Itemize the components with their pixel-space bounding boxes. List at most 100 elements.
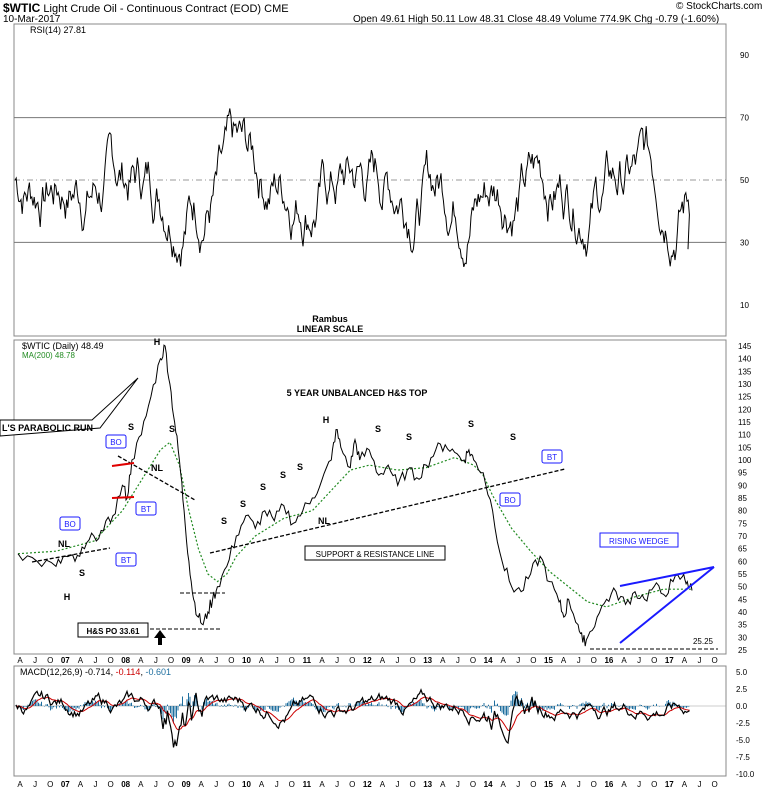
pattern-label: S	[128, 422, 134, 432]
hs-po-box	[77, 622, 149, 638]
price-tick-label: 135	[738, 367, 752, 376]
symbol: $WTIC	[3, 1, 41, 15]
price-tick-label: 40	[738, 608, 747, 617]
x-tick-label: A	[199, 656, 205, 665]
x-tick-label: J	[214, 780, 218, 789]
x-tick-label: J	[456, 780, 460, 789]
x-tick-label: A	[78, 780, 84, 789]
x-tick-label: A	[138, 656, 144, 665]
wedge-lower-line	[619, 566, 715, 644]
pattern-title: 5 YEAR UNBALANCED H&S TOP	[287, 388, 428, 398]
x-tick-label: O	[47, 780, 53, 789]
neckline-label: NL	[318, 516, 330, 526]
x-tick-label: O	[409, 656, 415, 665]
pattern-label: S	[260, 482, 266, 492]
x-tick-label: A	[621, 780, 627, 789]
x-tick-label: O	[530, 656, 536, 665]
x-tick-label: J	[456, 656, 460, 665]
bo-label: BO	[504, 496, 516, 505]
callout-shape	[0, 377, 139, 437]
price-tick-label: 140	[738, 355, 752, 364]
head-label: H	[64, 592, 71, 602]
x-tick-label: 13	[423, 780, 432, 789]
x-tick-label: J	[33, 656, 37, 665]
x-tick-label: A	[138, 780, 144, 789]
ma-legend: MA(200) 48.78	[22, 351, 75, 360]
wedge-upper-line	[619, 566, 715, 587]
red-mark	[111, 462, 135, 467]
neckline-label: NL	[58, 539, 70, 549]
x-tick-label: A	[259, 656, 265, 665]
head-label: H	[323, 415, 330, 425]
x-tick-label: O	[228, 780, 234, 789]
x-tick-label: 10	[242, 656, 251, 665]
x-tick-label: A	[682, 780, 688, 789]
rsi-tick-label: 30	[740, 238, 749, 247]
x-tick-label: A	[440, 780, 446, 789]
x-tick-label: J	[335, 656, 339, 665]
macd-signal-value: -0.114	[116, 667, 141, 677]
x-tick-label: A	[380, 780, 386, 789]
price-series	[17, 344, 693, 647]
x-tick-label: 07	[61, 780, 70, 789]
price-tick-label: 100	[738, 456, 752, 465]
x-tick-label: 16	[604, 780, 613, 789]
x-tick-label: J	[396, 780, 400, 789]
pattern-label: S	[280, 470, 286, 480]
macd-tick-label: -5.0	[736, 736, 750, 745]
x-tick-label: A	[440, 656, 446, 665]
x-tick-label: O	[591, 656, 597, 665]
x-tick-label: O	[289, 656, 295, 665]
x-tick-label: A	[501, 656, 507, 665]
x-tick-label: J	[637, 780, 641, 789]
x-tick-label: J	[275, 780, 279, 789]
x-tick-label: A	[501, 780, 507, 789]
price-tick-label: 65	[738, 545, 747, 554]
x-tick-label: 17	[665, 656, 674, 665]
x-tick-label: 13	[423, 656, 432, 665]
quote-line: Open 49.61 High 50.11 Low 48.31 Close 48…	[353, 14, 720, 25]
x-tick-label: O	[168, 656, 174, 665]
price-tick-label: 105	[738, 443, 752, 452]
x-tick-label: 07	[61, 656, 70, 665]
low-value-label: 25.25	[693, 637, 714, 646]
price-tick-label: 50	[738, 583, 747, 592]
exchange: CME	[264, 3, 289, 15]
price-tick-label: 125	[738, 393, 752, 402]
macd-hist-value: -0.601	[145, 667, 171, 677]
x-tick-label: 14	[484, 656, 493, 665]
x-tick-label: J	[396, 656, 400, 665]
bt-label-box	[135, 501, 157, 516]
x-tick-label: J	[335, 780, 339, 789]
x-tick-label: J	[154, 780, 158, 789]
price-tick-label: 35	[738, 621, 747, 630]
x-tick-label: A	[380, 656, 386, 665]
x-tick-label: O	[349, 656, 355, 665]
price-tick-label: 30	[738, 633, 747, 642]
head-label: H	[154, 337, 161, 347]
bt-label: BT	[547, 453, 557, 462]
bt-label: BT	[121, 556, 131, 565]
macd-tick-label: -10.0	[736, 770, 755, 779]
support-line-label: SUPPORT & RESISTANCE LINE	[316, 550, 435, 559]
bo-label: BO	[110, 438, 122, 447]
x-tick-label: O	[651, 656, 657, 665]
rsi-title: RSI(14) 27.81	[30, 25, 86, 35]
x-tick-label: 11	[303, 656, 312, 665]
left-neckline	[31, 547, 111, 563]
x-tick-label: 09	[182, 656, 191, 665]
rising-wedge-box	[599, 532, 679, 548]
macd-tick-label: -7.5	[736, 753, 750, 762]
x-tick-label: 12	[363, 656, 372, 665]
bo-label-box	[105, 434, 127, 449]
x-tick-label: J	[94, 780, 98, 789]
x-tick-label: 16	[604, 656, 613, 665]
x-tick-label: 10	[242, 780, 251, 789]
price-annotations: 5 YEAR UNBALANCED H&S TOP H S S S S S S S S S S H S S N…	[0, 337, 718, 650]
parabolic-run-label: L'S PARABOLIC RUN	[2, 423, 93, 433]
price-tick-label: 145	[738, 342, 752, 351]
price-tick-label: 130	[738, 380, 752, 389]
support-line-box	[304, 545, 446, 561]
x-tick-label: O	[470, 656, 476, 665]
price-tick-label: 25	[738, 646, 747, 655]
